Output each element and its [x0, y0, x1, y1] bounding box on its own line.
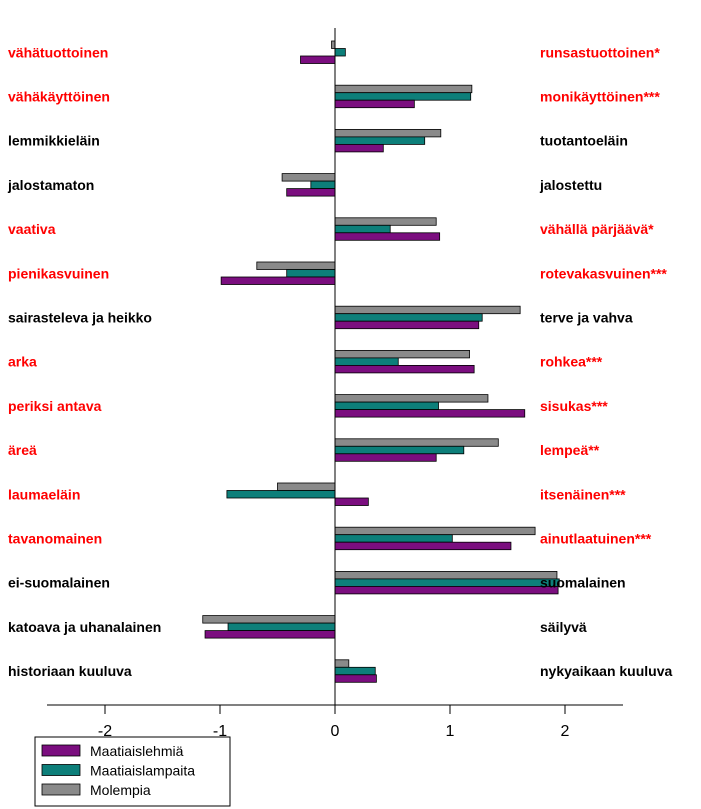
left-label-10: äreä [8, 442, 37, 458]
bar-maatiaislehmi--15 [334, 674, 377, 683]
bar-molempia-3 [334, 128, 442, 138]
x-tick-label-5: 2 [561, 723, 570, 740]
bar-molempia-13 [334, 571, 558, 580]
bar-maatiaislehmi--10 [334, 453, 437, 462]
legend-swatch-maatiaislampaita [41, 764, 81, 776]
right-label-8: rohkea*** [540, 354, 603, 370]
bar-molempia-14 [202, 615, 336, 624]
left-label-11: laumaeläin [8, 486, 80, 502]
right-label-15: nykyaikaan kuuluva [540, 663, 673, 679]
bar-maatiaislampaita-4 [310, 180, 336, 190]
right-label-2: monikäyttöinen*** [540, 88, 660, 104]
bar-maatiaislehmi--8 [334, 364, 475, 374]
left-label-6: pienikasvuinen [8, 265, 109, 281]
right-label-14: säilyvä [540, 619, 587, 635]
bar-maatiaislampaita-13 [334, 578, 560, 587]
left-label-9: periksi antava [8, 398, 102, 414]
right-label-5: vähällä pärjäävä* [540, 221, 654, 237]
bar-molempia-7 [334, 305, 521, 315]
legend-swatch-maatiaislehmi- [41, 744, 81, 757]
left-label-4: jalostamaton [7, 177, 94, 193]
right-label-3: tuotantoeläin [540, 133, 628, 149]
legend-swatch-molempia [41, 783, 81, 796]
left-label-2: vähäkäyttöinen [8, 88, 110, 104]
legend-label-maatiaislehmi-: Maatiaislehmiä [90, 743, 184, 759]
bar-maatiaislampaita-2 [334, 92, 472, 101]
bar-maatiaislampaita-11 [226, 490, 336, 499]
x-tick-label-2: -1 [213, 723, 227, 740]
bar-maatiaislehmi--11 [334, 497, 369, 506]
right-label-11: itsenäinen*** [540, 486, 626, 502]
left-label-1: vähätuottoinen [8, 44, 108, 60]
bar-maatiaislampaita-9 [334, 401, 439, 411]
x-tick-label-3: 0 [331, 723, 340, 740]
bar-maatiaislehmi--7 [334, 320, 480, 330]
bars-layer [202, 40, 560, 683]
bar-maatiaislampaita-7 [334, 313, 483, 322]
left-label-15: historiaan kuuluva [8, 663, 132, 679]
bar-maatiaislehmi--5 [334, 232, 441, 241]
bar-molempia-10 [334, 438, 499, 447]
bar-molempia-5 [334, 217, 437, 226]
right-label-7: terve ja vahva [540, 309, 633, 325]
x-tick-label-1: -2 [98, 723, 112, 740]
bar-molempia-12 [334, 526, 536, 536]
right-label-9: sisukas*** [540, 398, 608, 414]
bar-molempia-2 [334, 84, 473, 94]
legend: Maatiaislehmiä Maatiaislampaita Molempia [34, 736, 231, 807]
bar-maatiaislampaita-15 [334, 666, 376, 676]
bar-maatiaislampaita-6 [286, 269, 336, 278]
bar-maatiaislehmi--4 [286, 188, 336, 197]
bar-maatiaislampaita-1 [334, 48, 346, 57]
bar-maatiaislampaita-3 [334, 136, 426, 145]
bar-maatiaislehmi--6 [220, 276, 336, 285]
item-labels-layer: vähätuottoinen runsastuottoinen* vähäkäytt… [7, 44, 673, 679]
bar-maatiaislampaita-5 [334, 224, 391, 234]
bar-molempia-9 [334, 394, 489, 403]
bar-maatiaislehmi--9 [334, 409, 526, 418]
right-label-6: rotevakasvuinen*** [540, 265, 667, 281]
legend-label-molempia: Molempia [90, 782, 151, 798]
right-label-13: suomalainen [540, 575, 626, 591]
bar-molempia-6 [256, 261, 336, 270]
bar-maatiaislehmi--2 [334, 99, 415, 109]
left-label-7: sairasteleva ja heikko [8, 309, 152, 325]
bar-molempia-8 [334, 349, 470, 359]
axes-layer: -2 -1 0 1 2 [47, 28, 623, 740]
left-label-13: ei-suomalainen [8, 575, 110, 591]
bar-molempia-4 [281, 173, 336, 182]
bar-maatiaislampaita-10 [334, 445, 465, 455]
bar-maatiaislehmi--3 [334, 143, 384, 153]
bar-molempia-1 [331, 40, 336, 49]
right-label-10: lempeä** [540, 442, 600, 458]
legend-label-maatiaislampaita: Maatiaislampaita [90, 763, 195, 779]
bar-maatiaislehmi--12 [334, 541, 512, 551]
right-label-12: ainutlaatuinen*** [540, 530, 652, 546]
bar-maatiaislampaita-14 [227, 622, 336, 631]
bar-maatiaislehmi--14 [204, 630, 336, 639]
right-label-1: runsastuottoinen* [540, 44, 660, 60]
bar-molempia-15 [334, 659, 350, 668]
left-label-14: katoava ja uhanalainen [8, 619, 161, 635]
right-label-4: jalostettu [539, 177, 602, 193]
bar-molempia-11 [277, 482, 336, 491]
bar-maatiaislampaita-12 [334, 534, 453, 543]
left-label-3: lemmikkieläin [8, 133, 100, 149]
bar-maatiaislampaita-8 [334, 357, 399, 366]
left-label-5: vaativa [8, 221, 56, 237]
bar-maatiaislehmi--1 [300, 55, 336, 64]
x-tick-label-4: 1 [446, 723, 455, 740]
left-label-8: arka [8, 354, 37, 370]
bar-maatiaislehmi--13 [334, 586, 559, 595]
left-label-12: tavanomainen [8, 530, 102, 546]
